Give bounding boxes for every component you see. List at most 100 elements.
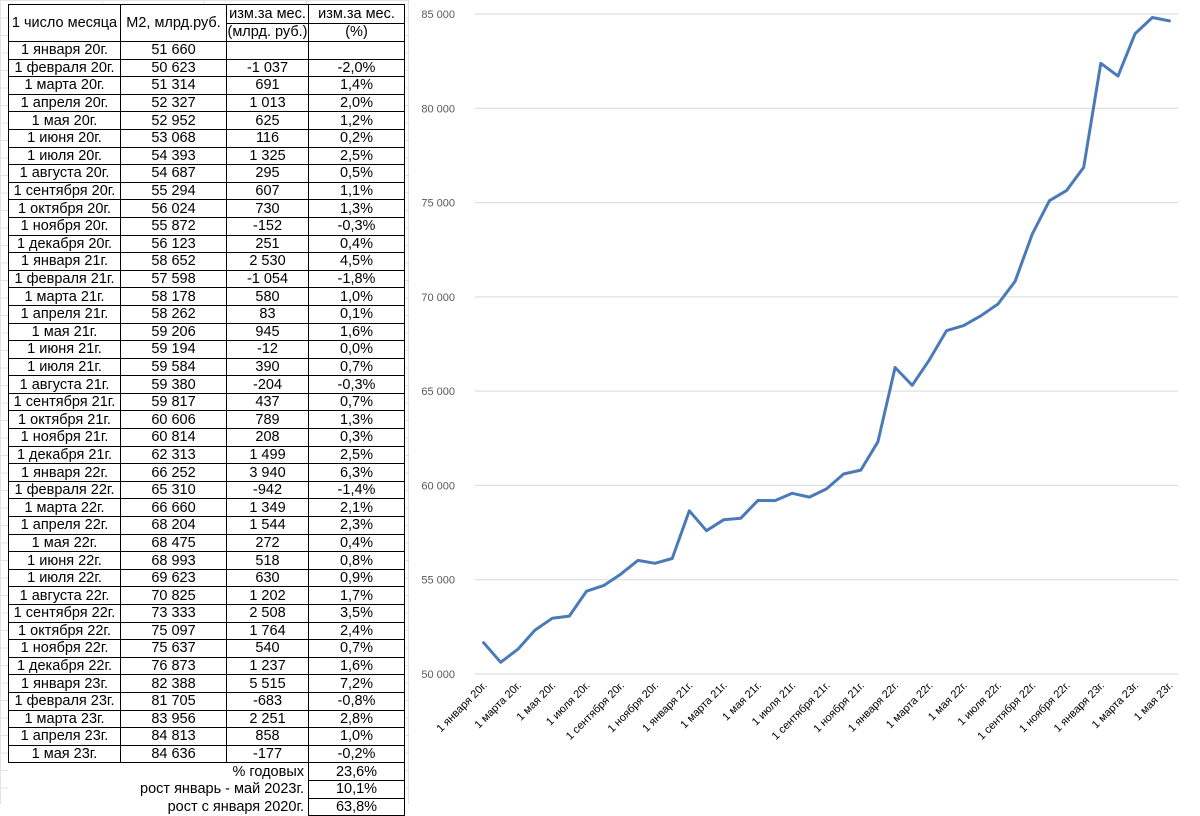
cell-date[interactable]: 1 февраля 23г.: [8, 691, 121, 711]
cell-m2[interactable]: 59 206: [120, 322, 227, 342]
cell-abs-change[interactable]: 2 530: [226, 252, 309, 271]
cell-pct-change[interactable]: 0,4%: [308, 533, 405, 553]
cell-abs-change[interactable]: -1 054: [226, 269, 309, 289]
cell-pct-change[interactable]: 1,1%: [308, 181, 405, 201]
cell-pct-change[interactable]: -0,3%: [308, 216, 405, 236]
cell-pct-change[interactable]: 2,1%: [308, 498, 405, 518]
cell-pct-change[interactable]: 1,0%: [308, 287, 405, 306]
data-point[interactable]: [962, 324, 966, 328]
data-point[interactable]: [739, 516, 743, 520]
cell-m2[interactable]: 52 327: [120, 93, 227, 113]
cell-date[interactable]: 1 ноября 21г.: [8, 428, 121, 447]
cell-date[interactable]: 1 июля 22г.: [8, 568, 121, 588]
cell-m2[interactable]: 66 252: [120, 463, 227, 482]
cell-date[interactable]: 1 октября 22г.: [8, 621, 121, 641]
cell-date[interactable]: 1 апреля 21г.: [8, 304, 121, 324]
cell-abs-change[interactable]: 1 544: [226, 516, 309, 535]
cell-abs-change[interactable]: 1 499: [226, 445, 309, 465]
cell-abs-change[interactable]: 83: [226, 304, 309, 324]
cell-m2[interactable]: 51 314: [120, 76, 227, 95]
cell-date[interactable]: 1 апреля 22г.: [8, 516, 121, 535]
cell-abs-change[interactable]: 691: [226, 76, 309, 95]
data-point[interactable]: [859, 468, 863, 472]
cell-date[interactable]: 1 мая 20г.: [8, 111, 121, 130]
cell-date[interactable]: 1 ноября 22г.: [8, 639, 121, 658]
cell-m2[interactable]: 59 584: [120, 357, 227, 377]
cell-abs-change[interactable]: -204: [226, 375, 309, 394]
summary-value[interactable]: 63,8%: [308, 797, 405, 816]
cell-abs-change[interactable]: 625: [226, 111, 309, 130]
cell-abs-change[interactable]: 1 013: [226, 93, 309, 113]
data-point[interactable]: [945, 329, 949, 333]
cell-abs-change[interactable]: 789: [226, 410, 309, 430]
cell-m2[interactable]: 68 475: [120, 533, 227, 553]
cell-pct-change[interactable]: 0,2%: [308, 128, 405, 148]
cell-date[interactable]: 1 декабря 22г.: [8, 656, 121, 676]
cell-abs-change[interactable]: 607: [226, 181, 309, 201]
data-point[interactable]: [927, 358, 931, 362]
cell-m2[interactable]: 76 873: [120, 656, 227, 676]
cell-abs-change[interactable]: 580: [226, 287, 309, 306]
cell-m2[interactable]: 56 024: [120, 199, 227, 218]
cell-pct-change[interactable]: -0,3%: [308, 375, 405, 394]
cell-m2[interactable]: 81 705: [120, 691, 227, 711]
cell-abs-change[interactable]: 858: [226, 727, 309, 746]
cell-abs-change[interactable]: 1 325: [226, 146, 309, 166]
cell-m2[interactable]: 57 598: [120, 269, 227, 289]
data-point[interactable]: [756, 498, 760, 502]
cell-date[interactable]: 1 апреля 23г.: [8, 727, 121, 746]
series-line[interactable]: [482, 16, 1171, 664]
cell-m2[interactable]: 84 636: [120, 744, 227, 764]
data-point[interactable]: [636, 558, 640, 562]
cell-abs-change[interactable]: 116: [226, 128, 309, 148]
cell-pct-change[interactable]: 0,8%: [308, 551, 405, 570]
cell-abs-change[interactable]: 5 515: [226, 674, 309, 693]
cell-pct-change[interactable]: 2,5%: [308, 146, 405, 166]
data-point[interactable]: [876, 440, 880, 444]
cell-date[interactable]: 1 марта 21г.: [8, 287, 121, 306]
data-point[interactable]: [773, 499, 777, 503]
header-date[interactable]: 1 число месяца: [8, 4, 121, 42]
cell-abs-change[interactable]: 1 764: [226, 621, 309, 641]
cell-date[interactable]: 1 мая 23г.: [8, 744, 121, 764]
cell-date[interactable]: 1 марта 23г.: [8, 709, 121, 729]
data-point[interactable]: [807, 495, 811, 499]
cell-m2[interactable]: 59 817: [120, 392, 227, 412]
cell-pct-change[interactable]: 1,0%: [308, 727, 405, 746]
data-point[interactable]: [705, 529, 709, 533]
cell-pct-change[interactable]: 1,3%: [308, 199, 405, 218]
cell-pct-change[interactable]: 4,5%: [308, 252, 405, 271]
cell-date[interactable]: 1 сентября 20г.: [8, 181, 121, 201]
cell-m2[interactable]: 59 380: [120, 375, 227, 394]
cell-date[interactable]: 1 июня 21г.: [8, 340, 121, 359]
data-point[interactable]: [722, 518, 726, 522]
cell-pct-change[interactable]: -1,4%: [308, 480, 405, 500]
data-point[interactable]: [910, 383, 914, 387]
cell-m2[interactable]: 75 637: [120, 639, 227, 658]
data-point[interactable]: [533, 628, 537, 632]
cell-m2[interactable]: 60 814: [120, 428, 227, 447]
cell-date[interactable]: 1 сентября 21г.: [8, 392, 121, 412]
cell-pct-change[interactable]: 1,4%: [308, 76, 405, 95]
data-point[interactable]: [996, 302, 1000, 306]
cell-abs-change[interactable]: -152: [226, 216, 309, 236]
cell-date[interactable]: 1 марта 22г.: [8, 498, 121, 518]
cell-m2[interactable]: 69 623: [120, 568, 227, 588]
cell-date[interactable]: 1 января 20г.: [8, 41, 121, 60]
cell-m2[interactable]: 58 262: [120, 304, 227, 324]
cell-abs-change[interactable]: 208: [226, 428, 309, 447]
cell-date[interactable]: 1 мая 22г.: [8, 533, 121, 553]
header-m2[interactable]: М2, млрд.руб.: [120, 4, 227, 42]
data-point[interactable]: [550, 616, 554, 620]
data-point[interactable]: [979, 314, 983, 318]
cell-m2[interactable]: 73 333: [120, 604, 227, 623]
cell-date[interactable]: 1 октября 20г.: [8, 199, 121, 218]
cell-pct-change[interactable]: -0,2%: [308, 744, 405, 764]
cell-abs-change[interactable]: 540: [226, 639, 309, 658]
cell-abs-change[interactable]: [226, 41, 309, 60]
data-point[interactable]: [1047, 199, 1051, 203]
cell-m2[interactable]: 65 310: [120, 480, 227, 500]
cell-pct-change[interactable]: -1,8%: [308, 269, 405, 289]
data-point[interactable]: [602, 584, 606, 588]
cell-pct-change[interactable]: 0,7%: [308, 639, 405, 658]
